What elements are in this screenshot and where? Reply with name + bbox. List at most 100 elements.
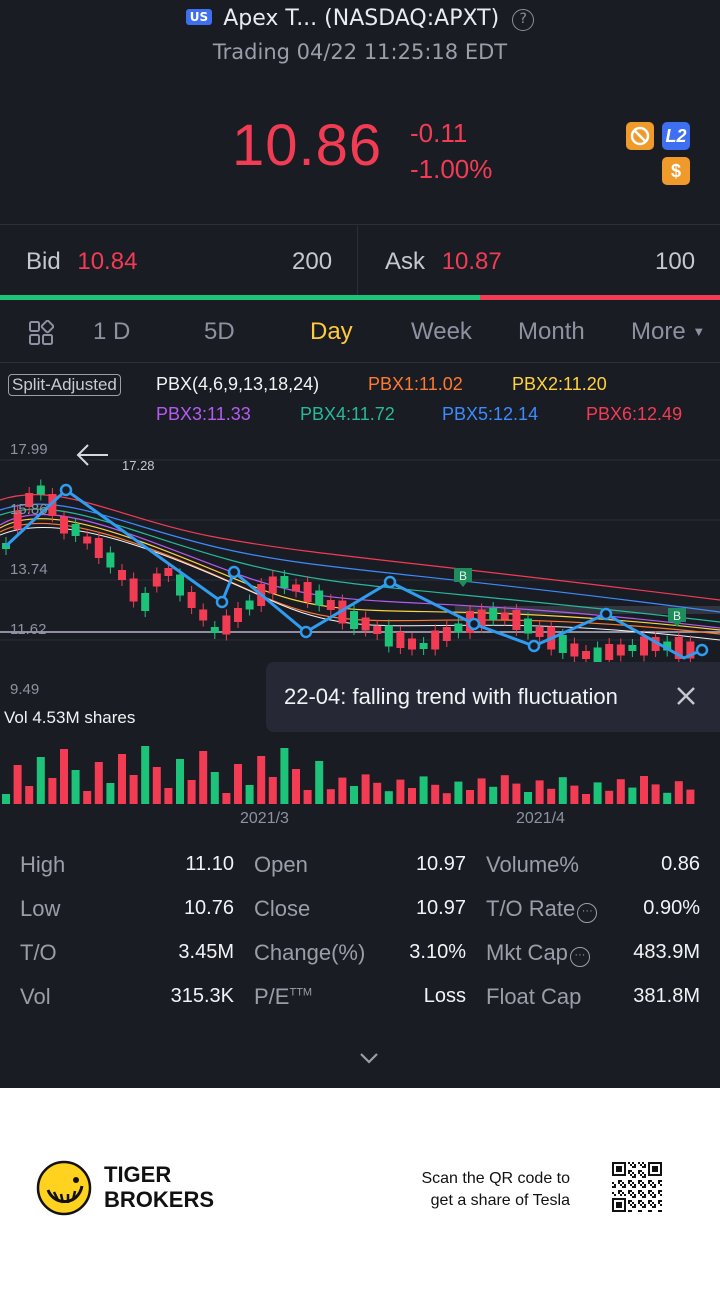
stat-label-low: Low (20, 896, 61, 921)
volume-bar (535, 780, 544, 804)
qr-module (634, 1174, 636, 1176)
stock-name: Apex T... (NASDAQ:APXT) (223, 6, 500, 31)
bid-row: Bid 10.84 (26, 248, 137, 276)
tab-day[interactable]: Day (310, 318, 353, 345)
candle (164, 568, 173, 576)
qr-module (652, 1206, 654, 1208)
stat-value-mkt-cap: 483.9M (633, 941, 700, 963)
buy-marker[interactable]: B (668, 608, 686, 627)
date-label: 2021/3 (240, 810, 289, 827)
qr-module (640, 1200, 642, 1202)
volume-bar (152, 767, 161, 804)
qr-module (614, 1186, 616, 1188)
qr-module (638, 1192, 640, 1194)
stat-value-vol: 315.3K (170, 985, 234, 1007)
qr-module (630, 1194, 632, 1196)
volume-label: Vol 4.53M shares (4, 708, 136, 727)
scan-text: Scan the QR code to get a share of Tesla (390, 1168, 570, 1212)
tab-month[interactable]: Month (518, 318, 585, 345)
dollar-icon[interactable]: $ (662, 157, 690, 185)
qr-module (648, 1192, 650, 1194)
candle (350, 611, 358, 629)
stat-label-change: Change(%) (254, 940, 366, 965)
volume-bar (419, 776, 428, 804)
stat-label-float-cap: Float Cap (486, 984, 582, 1009)
qr-module (630, 1164, 632, 1166)
pbx6-value: PBX6:12.49 (586, 404, 683, 424)
candles (2, 479, 695, 675)
close-icon[interactable] (672, 682, 700, 710)
qr-module (640, 1170, 642, 1172)
pbx-params[interactable]: PBX(4,6,9,13,18,24) (156, 374, 320, 394)
volume-bar (326, 789, 335, 804)
buy-marker[interactable]: B (454, 568, 472, 587)
qr-module (640, 1190, 642, 1192)
qr-module (650, 1190, 652, 1192)
qr-module (628, 1202, 630, 1204)
volume-bar (350, 786, 358, 804)
chevron-down-icon[interactable] (358, 1050, 380, 1066)
volume-bar (2, 794, 10, 804)
no-ads-icon[interactable] (626, 122, 654, 150)
qr-module (638, 1202, 640, 1204)
pbx5-value: PBX5:12.14 (442, 404, 539, 424)
bid-size: 200 (292, 248, 333, 275)
help-icon[interactable]: ? (512, 9, 535, 31)
qr-module (628, 1210, 630, 1212)
qr-module (620, 1184, 622, 1186)
qr-module (638, 1200, 640, 1202)
qr-module (634, 1194, 636, 1196)
qr-module (660, 1200, 662, 1202)
qr-module (660, 1194, 662, 1196)
volume-bar (94, 762, 103, 804)
candlestick-chart[interactable]: B B (0, 440, 720, 820)
volume-bar (222, 793, 231, 804)
more-icon[interactable]: ··· (577, 903, 598, 923)
qr-module (654, 1196, 656, 1198)
volume-bar (36, 757, 45, 804)
layout-grid-icon[interactable] (28, 320, 54, 346)
volume-bar (129, 775, 138, 804)
candle (640, 636, 648, 656)
qr-module (628, 1172, 630, 1174)
tab-5d[interactable]: 5D (204, 318, 235, 345)
stock-title[interactable]: US Apex T... (NASDAQ:APXT) ? (0, 6, 720, 31)
qr-module (630, 1174, 632, 1176)
level2-icon[interactable]: L2 (662, 122, 690, 150)
qr-module (644, 1204, 646, 1206)
volume-bar (164, 788, 173, 804)
trend-tooltip: 22-04: falling trend with fluctuation (266, 662, 720, 732)
qr-module (632, 1186, 634, 1188)
split-adjusted-toggle[interactable]: Split-Adjusted (8, 374, 121, 396)
candle (616, 644, 625, 656)
stat-value-volume-pct: 0.86 (661, 853, 700, 875)
stat-value-pe: Loss (423, 985, 466, 1007)
qr-module (630, 1204, 632, 1206)
more-icon[interactable]: ··· (569, 947, 590, 967)
stat-label-to-rate: T/O Rate ··· (486, 896, 598, 923)
volume-bar (25, 786, 34, 804)
tab-1d[interactable]: 1 D (93, 318, 131, 345)
pbx1-value: PBX1:11.02 (368, 374, 463, 394)
qr-module (660, 1180, 662, 1182)
stat-label-vol: Vol (20, 984, 51, 1009)
qr-code[interactable] (612, 1162, 662, 1212)
tab-week[interactable]: Week (411, 318, 472, 345)
qr-module (624, 1186, 626, 1188)
qr-module (630, 1180, 632, 1182)
qr-module (640, 1164, 642, 1166)
tiger-logo-icon (36, 1160, 92, 1216)
tab-more[interactable]: More ▼ (631, 318, 705, 346)
qr-module (644, 1166, 646, 1168)
candle (315, 590, 324, 606)
qr-module (618, 1182, 620, 1184)
qr-module (630, 1184, 632, 1186)
candle (13, 510, 22, 530)
stat-value-to-rate: 0.90% (643, 897, 700, 919)
last-price: 10.86 (232, 113, 383, 178)
price-change-percent: -1.00% (410, 154, 493, 184)
candle (674, 637, 683, 659)
stat-label-to: T/O (20, 940, 57, 965)
volume-bar (13, 765, 22, 804)
bid-ratio-bar (0, 295, 480, 300)
